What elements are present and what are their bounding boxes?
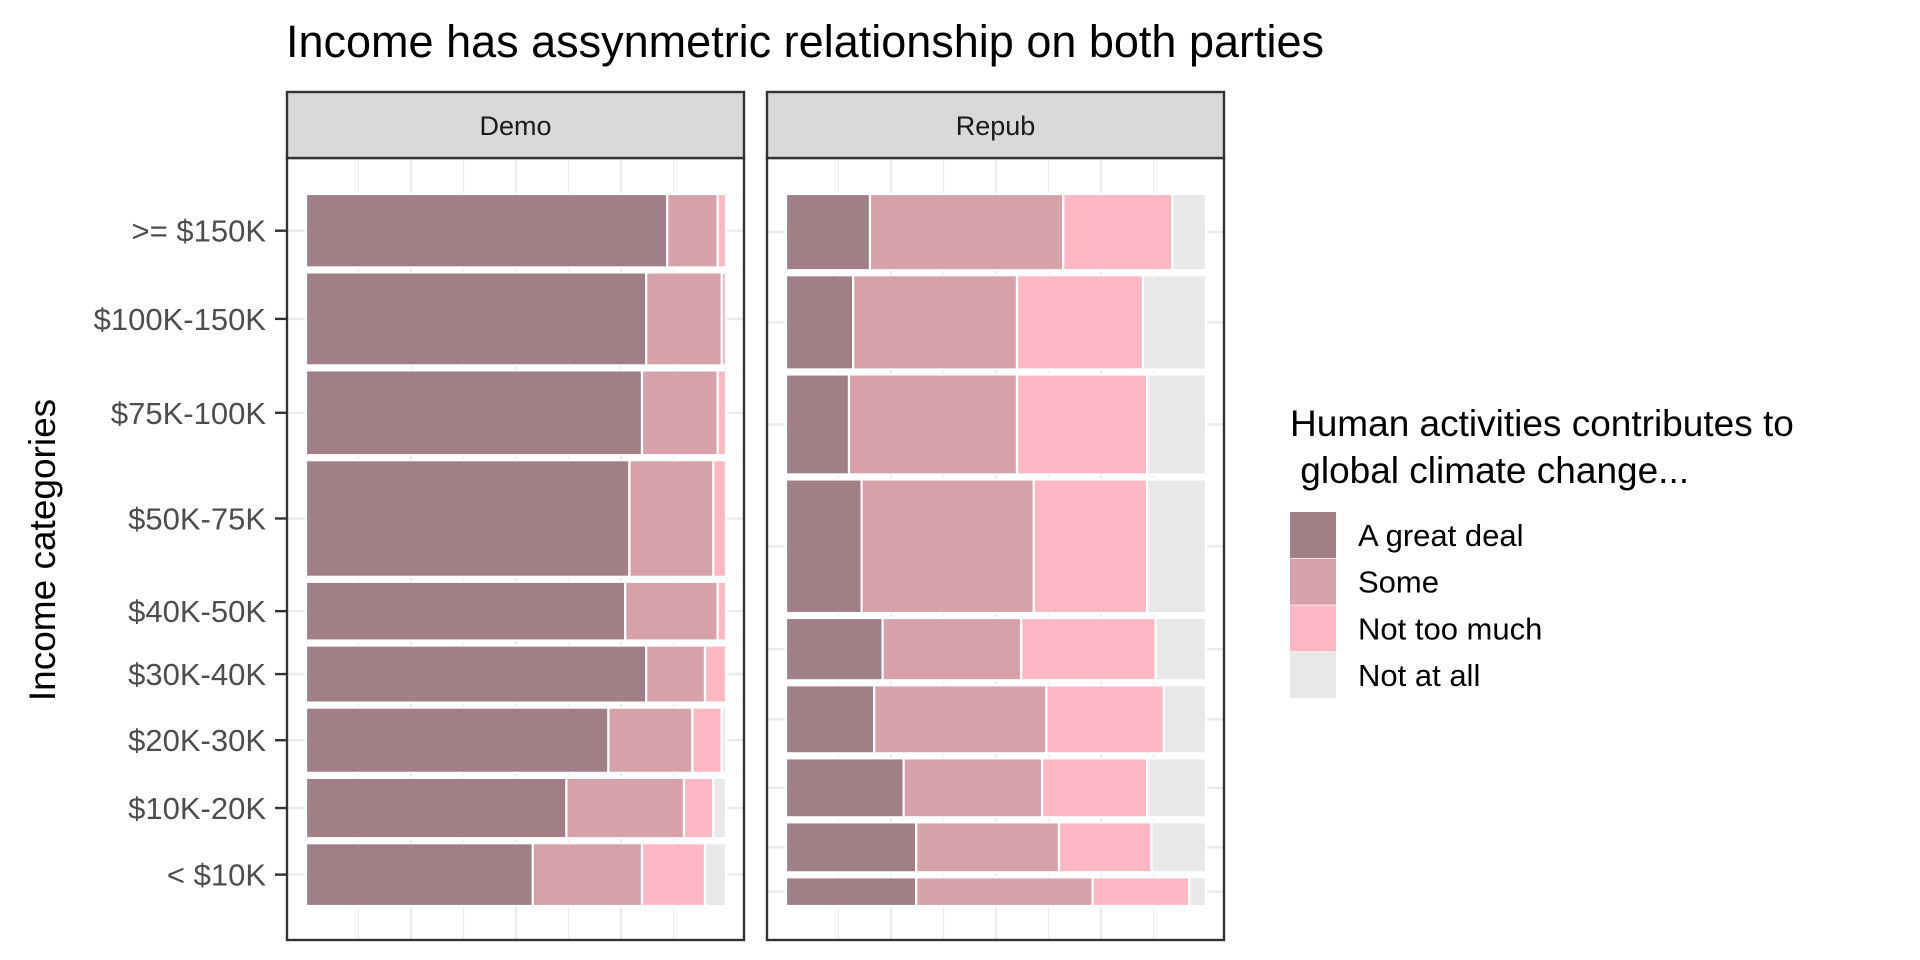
bar-segment-repub-5-3 <box>1146 478 1208 615</box>
bar-segment-repub-1-1 <box>915 821 1061 874</box>
bar-segment-repub-3-1 <box>873 684 1048 755</box>
facet-strip-demo <box>285 90 746 160</box>
legend-label-1: Some <box>1358 565 1439 600</box>
bar-segment-demo-0-0 <box>304 842 534 908</box>
bar-segment-demo-1-3 <box>712 776 728 840</box>
bar-segment-demo-4-1 <box>624 580 719 642</box>
bar-segment-demo-4-2 <box>716 580 728 642</box>
panel-repub-bars <box>784 192 1208 908</box>
legend-title-line-1: Human activities contributes to <box>1290 403 1794 444</box>
bar-segment-repub-3-2 <box>1045 684 1166 755</box>
bar-segment-repub-6-1 <box>847 373 1019 476</box>
bar-segment-repub-2-0 <box>784 757 905 819</box>
bar-segment-repub-5-0 <box>784 478 863 615</box>
bar-segment-demo-7-0 <box>304 271 648 367</box>
bar-segment-demo-2-1 <box>607 706 694 774</box>
bar-segment-repub-8-1 <box>868 192 1065 272</box>
bar-segment-demo-1-0 <box>304 776 568 840</box>
bar-segment-repub-5-2 <box>1032 478 1149 615</box>
y-tick-label: $100K-150K <box>94 302 267 337</box>
bar-segment-demo-8-2 <box>716 192 728 269</box>
bar-segment-repub-2-3 <box>1146 757 1208 819</box>
bar-segment-repub-4-1 <box>881 616 1023 682</box>
bar-segment-demo-3-0 <box>304 644 648 704</box>
legend-key-1 <box>1290 558 1336 605</box>
y-axis-title: Income categories <box>22 399 63 701</box>
bar-segment-demo-1-2 <box>682 776 715 840</box>
bar-segment-repub-2-2 <box>1041 757 1149 819</box>
bar-segment-demo-1-1 <box>565 776 686 840</box>
y-tick-label: $50K-75K <box>128 501 266 536</box>
bar-segment-repub-6-0 <box>784 373 851 476</box>
bar-segment-repub-6-3 <box>1146 373 1208 476</box>
bar-segment-repub-3-0 <box>784 684 876 755</box>
bar-segment-demo-6-1 <box>640 369 719 457</box>
y-tick-label: $30K-40K <box>128 657 266 692</box>
bar-segment-demo-4-0 <box>304 580 627 642</box>
legend-items: A great deal Some Not too much Not at all <box>1290 512 1542 699</box>
bar-segment-repub-8-0 <box>784 192 872 272</box>
y-tick-label: >= $150K <box>132 214 267 249</box>
legend-key-3 <box>1290 652 1336 699</box>
bar-segment-repub-7-1 <box>852 274 1019 371</box>
y-axis: < $10K $10K-20K $20K-30K $30K-40K $40K-50K $5… <box>94 214 287 893</box>
y-tick-label: $75K-100K <box>111 396 266 431</box>
facet-label-demo: Demo <box>479 111 551 141</box>
bar-segment-demo-8-0 <box>304 192 669 269</box>
bar-segment-repub-0-2 <box>1091 876 1191 908</box>
bar-segment-demo-0-1 <box>531 842 644 908</box>
bar-segment-repub-8-3 <box>1171 192 1208 272</box>
bar-segment-repub-0-3 <box>1188 876 1208 908</box>
y-tick-label: $10K-20K <box>128 791 266 826</box>
bar-segment-demo-8-1 <box>666 192 719 269</box>
bar-segment-repub-7-0 <box>784 274 855 371</box>
panel-demo-bars <box>304 192 728 908</box>
bar-segment-repub-7-3 <box>1141 274 1208 371</box>
bar-segment-demo-0-3 <box>703 842 728 908</box>
bar-segment-repub-7-2 <box>1015 274 1145 371</box>
bar-segment-demo-7-1 <box>645 271 723 367</box>
bar-segment-repub-1-3 <box>1150 821 1208 874</box>
bar-segment-repub-3-3 <box>1162 684 1208 755</box>
y-tick-label: $40K-50K <box>128 594 266 629</box>
legend-title-line-2: global climate change... <box>1290 450 1689 491</box>
legend-label-0: A great deal <box>1358 518 1523 553</box>
bar-segment-demo-6-2 <box>716 369 728 457</box>
bar-segment-demo-3-1 <box>645 644 707 704</box>
bar-segment-demo-5-1 <box>628 459 715 578</box>
bar-segment-repub-6-2 <box>1015 373 1149 476</box>
facet-strip-repub <box>765 90 1226 160</box>
bar-segment-demo-0-2 <box>640 842 707 908</box>
bar-segment-repub-0-0 <box>784 876 918 908</box>
bar-segment-repub-2-1 <box>902 757 1044 819</box>
bar-segment-demo-5-0 <box>304 459 631 578</box>
bar-segment-demo-2-2 <box>691 706 723 774</box>
bar-segment-demo-6-0 <box>304 369 644 457</box>
bar-segment-repub-5-1 <box>860 478 1035 615</box>
facet-label-repub: Repub <box>956 111 1036 141</box>
bar-segment-demo-7-2 <box>720 271 728 367</box>
bar-segment-demo-2-0 <box>304 706 610 774</box>
y-tick-label: $20K-30K <box>128 723 266 758</box>
legend-label-3: Not at all <box>1358 658 1480 693</box>
bar-segment-demo-3-2 <box>703 644 728 704</box>
legend-key-2 <box>1290 605 1336 652</box>
panel-repub: Repub <box>765 90 1226 942</box>
bar-segment-repub-1-2 <box>1057 821 1153 874</box>
y-tick-label: < $10K <box>167 858 266 893</box>
legend: Human activities contributes to global c… <box>1290 403 1794 699</box>
legend-label-2: Not too much <box>1358 611 1542 646</box>
bar-segment-repub-4-2 <box>1020 616 1157 682</box>
panel-demo: Demo <box>285 90 746 942</box>
bar-segment-repub-4-0 <box>784 616 884 682</box>
chart-title: Income has assynmetric relationship on b… <box>286 16 1324 67</box>
bar-segment-repub-1-0 <box>784 821 918 874</box>
bar-segment-repub-0-1 <box>915 876 1094 908</box>
legend-key-0 <box>1290 512 1336 558</box>
bar-segment-demo-2-3 <box>720 706 728 774</box>
bar-segment-repub-4-3 <box>1154 616 1208 682</box>
bar-segment-demo-5-2 <box>712 459 728 578</box>
bar-segment-repub-8-2 <box>1062 192 1174 272</box>
